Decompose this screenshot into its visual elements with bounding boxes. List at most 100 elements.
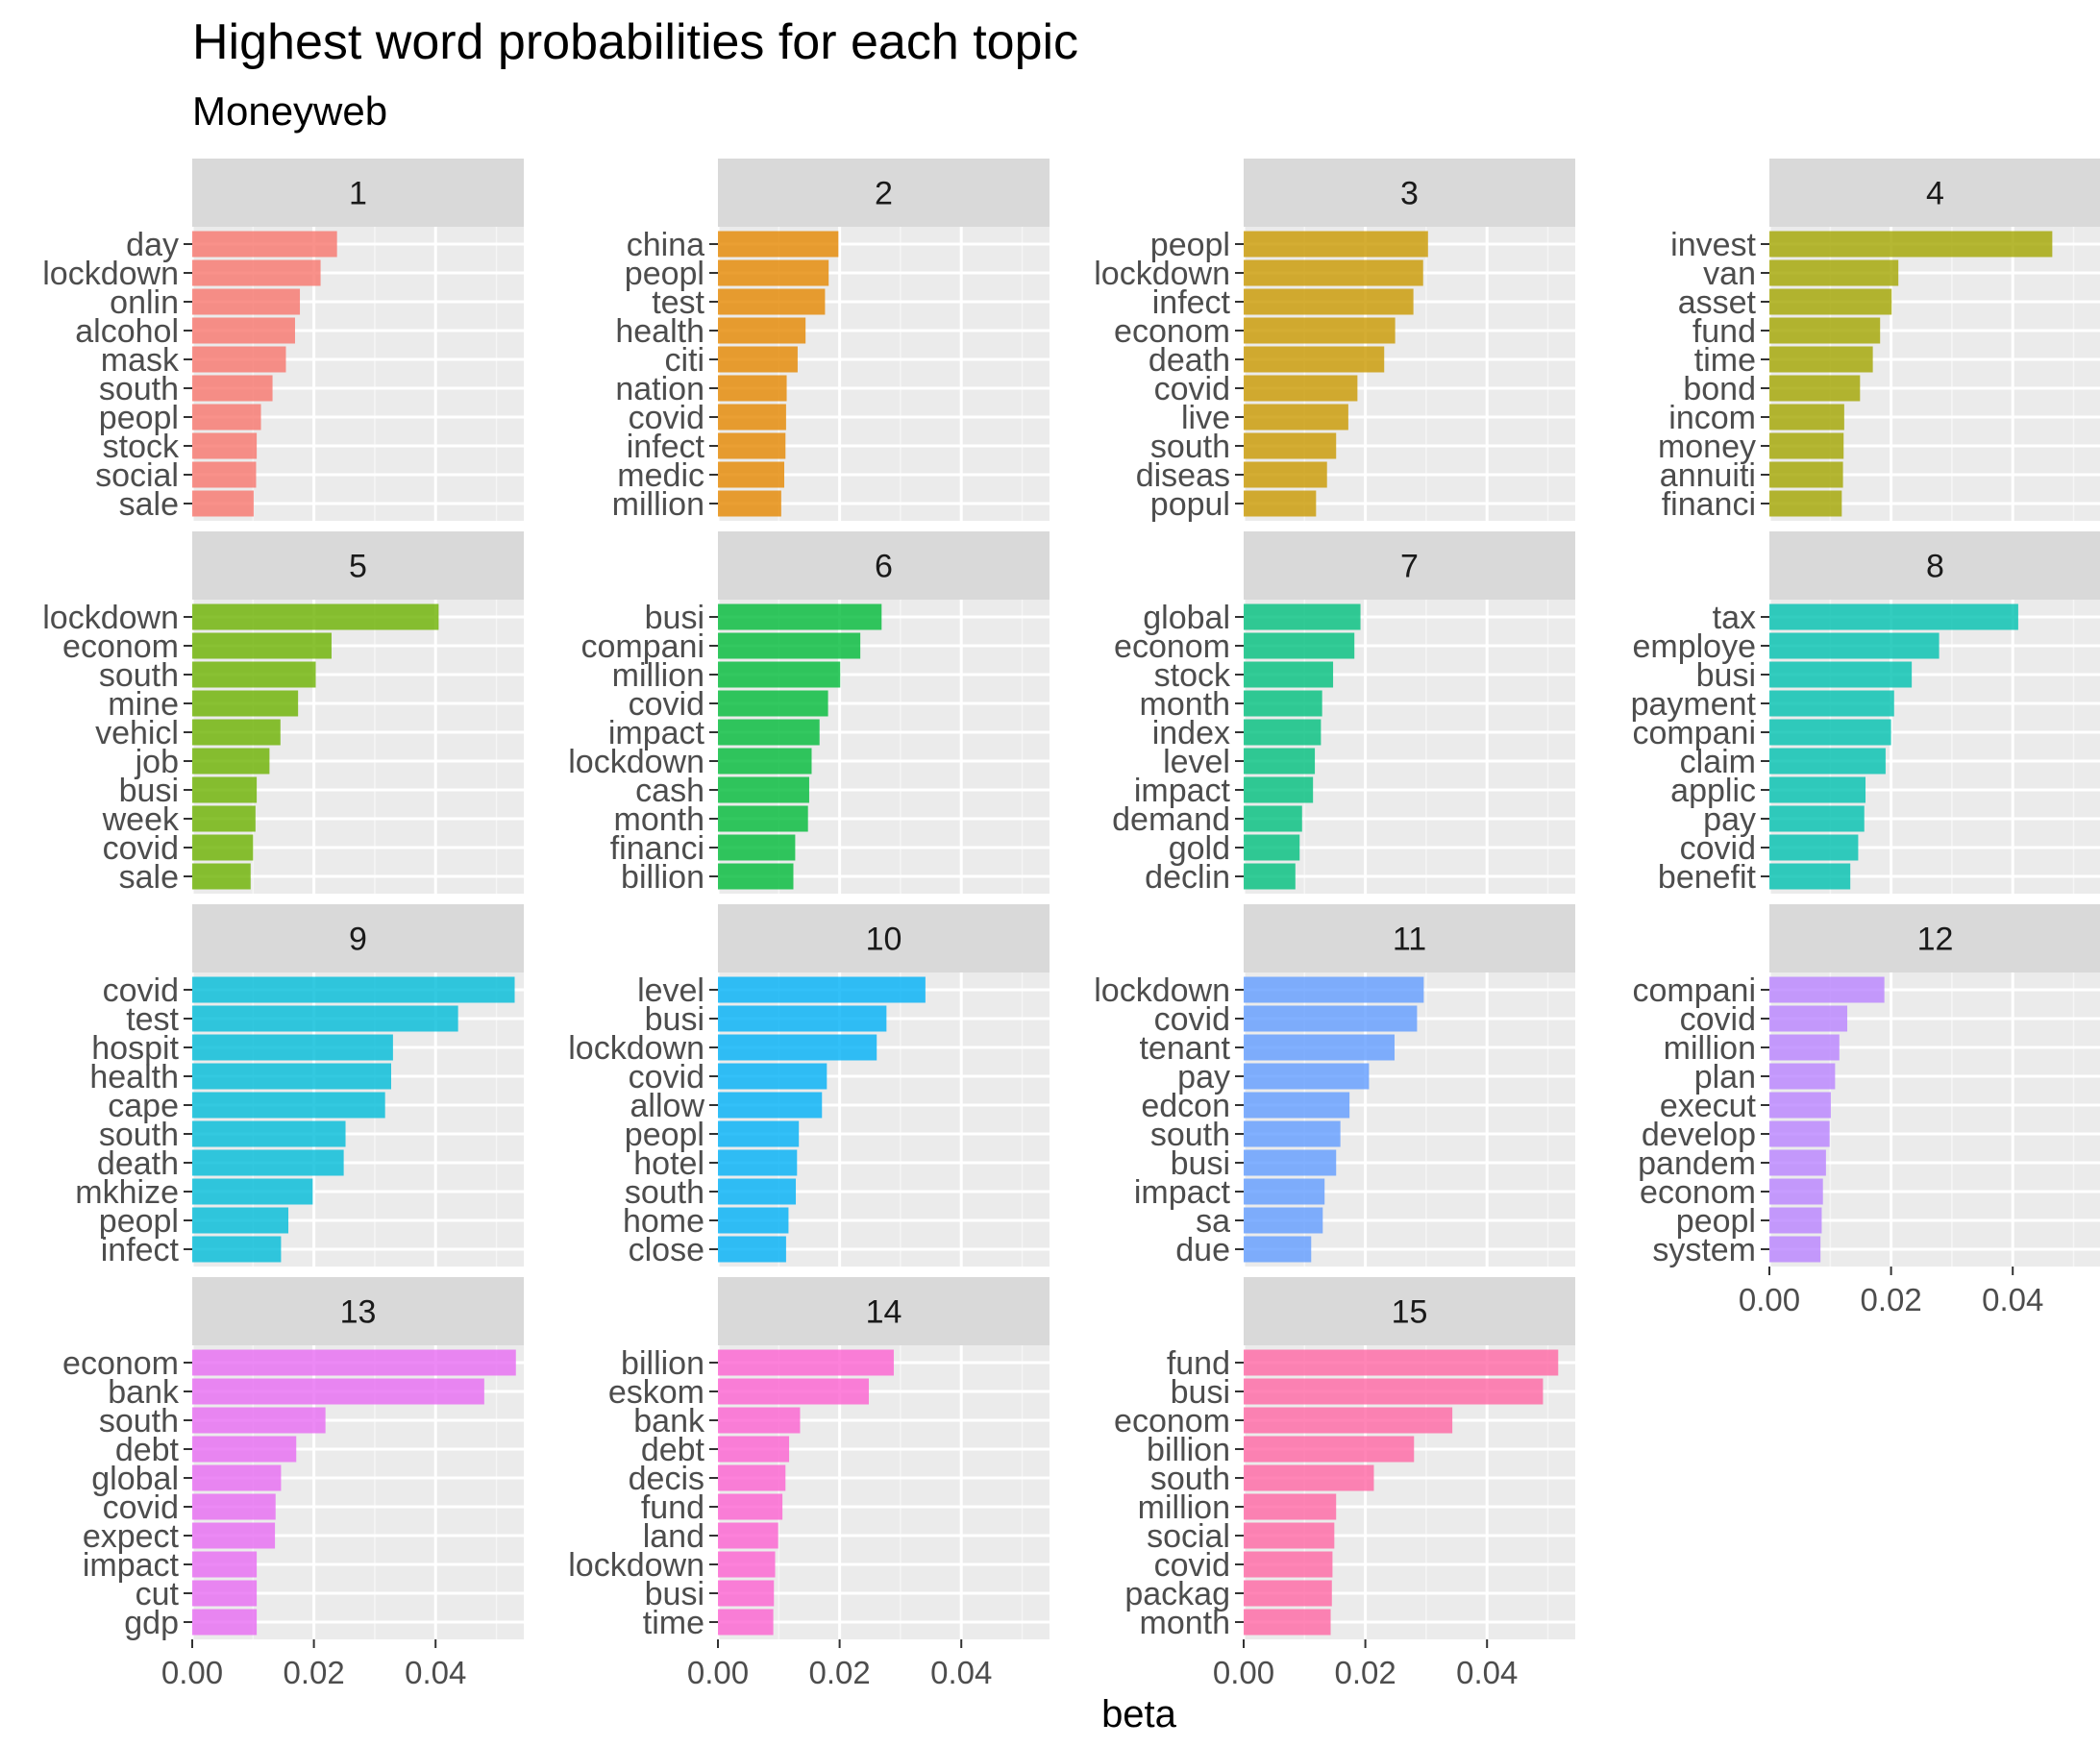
- bar-bank: [718, 1407, 801, 1434]
- term-label: china: [627, 227, 704, 263]
- bar-develop: [1769, 1120, 1830, 1147]
- x-tick-label: 0.00: [687, 1655, 749, 1690]
- bar-peopl: [718, 1120, 800, 1147]
- term-label: death: [97, 1145, 179, 1182]
- bar-tax: [1769, 603, 2018, 630]
- bar-covid: [192, 834, 254, 861]
- term-label: fund: [1167, 1345, 1230, 1382]
- bar-lockdown: [192, 603, 439, 630]
- term-label: declin: [1145, 859, 1230, 896]
- term-label: hotel: [633, 1145, 704, 1182]
- bar-month: [718, 805, 808, 832]
- term-label: south: [99, 1403, 179, 1439]
- term-label: infect: [101, 1232, 180, 1268]
- term-label: busi: [645, 1001, 704, 1038]
- term-label: lockdown: [568, 744, 704, 780]
- term-label: econom: [1114, 628, 1230, 665]
- bar-covid: [192, 1493, 276, 1520]
- term-label: mkhize: [75, 1174, 179, 1211]
- bar-due: [1244, 1236, 1312, 1263]
- facet-topic-9: 9 covidtesthospithealthcapesouthdeathmkhi…: [75, 904, 524, 1268]
- bar-time: [1769, 346, 1873, 373]
- bar-covid: [1244, 375, 1358, 402]
- term-label: decis: [629, 1461, 704, 1497]
- term-label: system: [1652, 1232, 1756, 1268]
- term-label: peopl: [625, 256, 704, 292]
- term-label: econom: [62, 1345, 179, 1382]
- facet-strip-label: 6: [875, 549, 893, 585]
- term-label: van: [1703, 256, 1756, 292]
- facet-strip: [1769, 904, 2100, 972]
- x-tick-label: 0.00: [1739, 1282, 1800, 1317]
- facet-strip: [192, 531, 524, 600]
- term-label: peopl: [625, 1117, 704, 1153]
- bar-money: [1769, 432, 1844, 459]
- term-label: mine: [108, 686, 179, 723]
- bar-covid: [192, 976, 515, 1003]
- bar-job: [192, 748, 270, 775]
- term-label: close: [629, 1232, 704, 1268]
- term-label: covid: [103, 972, 179, 1009]
- bar-death: [1244, 346, 1385, 373]
- term-label: covid: [629, 400, 704, 436]
- term-label: covid: [103, 830, 179, 867]
- term-label: sa: [1196, 1203, 1230, 1240]
- term-label: bank: [108, 1374, 180, 1411]
- x-tick-label: 0.02: [808, 1655, 870, 1690]
- term-label: nation: [615, 371, 704, 407]
- term-label: day: [126, 227, 179, 263]
- term-label: pandem: [1638, 1145, 1756, 1182]
- bar-south: [1244, 432, 1337, 459]
- facet-strip-label: 14: [866, 1294, 902, 1331]
- term-label: busi: [119, 773, 179, 809]
- bar-south: [192, 375, 273, 402]
- term-label: debt: [641, 1432, 705, 1468]
- facet-topic-4: 4 investvanassetfundtimebondincommoneyann…: [1658, 159, 2100, 523]
- term-label: infect: [1152, 284, 1231, 321]
- term-label: covid: [1154, 1001, 1230, 1038]
- bar-econom: [1244, 1407, 1453, 1434]
- term-label: busi: [1171, 1374, 1230, 1411]
- term-label: asset: [1678, 284, 1757, 321]
- term-label: impact: [1134, 1174, 1231, 1211]
- bar-bank: [192, 1378, 484, 1405]
- term-label: annuiti: [1660, 457, 1756, 494]
- bar-debt: [718, 1436, 790, 1463]
- term-label: financi: [1662, 486, 1756, 523]
- bar-cut: [192, 1580, 258, 1607]
- bar-econom: [1244, 317, 1396, 344]
- term-label: econom: [1640, 1174, 1756, 1211]
- bar-land: [718, 1522, 778, 1549]
- term-label: hospit: [91, 1030, 179, 1067]
- bar-invest: [1769, 231, 2053, 258]
- bar-packag: [1244, 1580, 1332, 1607]
- term-label: busi: [645, 1576, 704, 1612]
- term-label: popul: [1150, 486, 1230, 523]
- facet-strip-label: 9: [349, 922, 367, 958]
- facet-topic-10: 10 levelbusilockdowncovidallowpeoplhotels…: [568, 904, 1050, 1268]
- bar-annuiti: [1769, 461, 1843, 488]
- term-label: peopl: [1676, 1203, 1756, 1240]
- bar-lockdown: [718, 1551, 776, 1578]
- bar-sale: [192, 490, 254, 517]
- x-tick-label: 0.04: [930, 1655, 992, 1690]
- term-label: infect: [627, 429, 705, 465]
- x-tick-label: 0.04: [1982, 1282, 2043, 1317]
- term-label: month: [1140, 1605, 1231, 1641]
- facet-strip-label: 11: [1393, 922, 1426, 958]
- term-label: compani: [581, 628, 704, 665]
- bar-infect: [1244, 288, 1414, 315]
- term-label: lockdown: [42, 256, 179, 292]
- x-tick-label: 0.00: [1213, 1655, 1274, 1690]
- bar-bond: [1769, 375, 1861, 402]
- term-label: sale: [119, 486, 179, 523]
- term-label: social: [95, 457, 179, 494]
- bar-death: [192, 1149, 344, 1176]
- term-label: land: [643, 1518, 704, 1555]
- term-label: impact: [608, 715, 705, 751]
- facet-strip-label: 12: [1917, 922, 1954, 958]
- bar-sale: [192, 863, 251, 890]
- term-label: covid: [629, 686, 704, 723]
- facet-topic-5: 5 lockdowneconomsouthminevehicljobbusiwee…: [42, 531, 524, 896]
- x-tick-label: 0.04: [1456, 1655, 1518, 1690]
